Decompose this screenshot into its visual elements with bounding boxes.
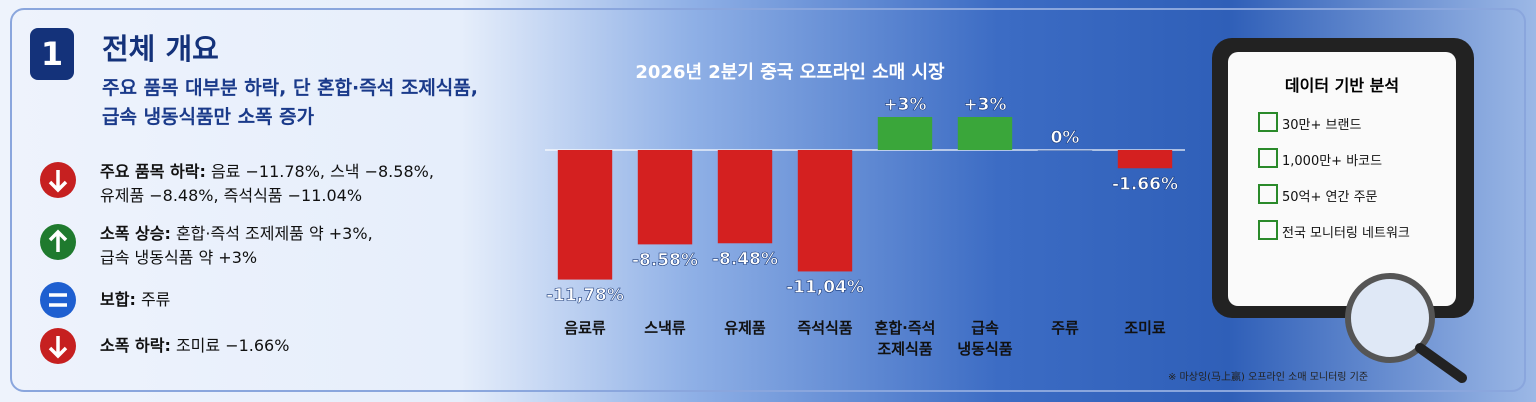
value-label: 0% bbox=[1051, 128, 1080, 148]
item-label: 소폭 하락: bbox=[100, 336, 171, 355]
footnote: ※ 마상잉(马上赢) 오프라인 소매 모니터링 기준 bbox=[1168, 372, 1369, 383]
summary-item: 소폭 하락: 조미료 −1.66% bbox=[100, 334, 520, 358]
value-label: -11,78% bbox=[546, 286, 624, 306]
bar bbox=[797, 150, 853, 272]
bar bbox=[1117, 150, 1173, 169]
value-label: +3% bbox=[883, 95, 926, 115]
value-label: +3% bbox=[963, 95, 1006, 115]
chart-title: 2026년 2분기 중국 오프라인 소매 시장 bbox=[635, 62, 945, 83]
item-text: 조미료 −1.66% bbox=[175, 336, 290, 355]
tablet-item: 전국 모니터링 네트워크 bbox=[1282, 226, 1410, 241]
x-tick-label: 혼합·즉석 조제식품 bbox=[874, 319, 936, 358]
summary-item: 보합: 주류 bbox=[100, 288, 520, 312]
x-tick-label: 스낵류 bbox=[644, 319, 686, 337]
panel-subtitle: 주요 품목 대부분 하락, 단 혼합·즉석 조제식품, 급속 냉동식품만 소폭 … bbox=[102, 77, 478, 128]
value-label: -8.58% bbox=[632, 250, 698, 270]
x-tick-label: 유제품 bbox=[724, 319, 766, 337]
tablet-item: 1,000만+ 바코드 bbox=[1282, 154, 1383, 169]
equal-icon bbox=[40, 282, 76, 318]
x-tick-label: 조미료 bbox=[1124, 319, 1166, 337]
bar bbox=[637, 150, 693, 245]
check-icon bbox=[1258, 148, 1278, 168]
item-label: 주요 품목 하락: bbox=[100, 162, 206, 181]
frame bbox=[10, 8, 1526, 392]
item-text: 음료 −11.78%, 스낵 −8.58%, 유제품 −8.48%, 즉석식품 … bbox=[100, 162, 434, 205]
section-number: 1 bbox=[30, 28, 74, 80]
x-tick-label: 음료류 bbox=[564, 319, 606, 337]
value-label: -8.48% bbox=[712, 249, 778, 269]
check-icon bbox=[1258, 220, 1278, 240]
bar bbox=[717, 150, 773, 244]
up-icon bbox=[40, 224, 76, 260]
tablet-item: 50억+ 연간 주문 bbox=[1282, 190, 1378, 205]
value-label: -11,04% bbox=[786, 277, 864, 297]
check-icon bbox=[1258, 112, 1278, 132]
item-label: 소폭 상승: bbox=[100, 224, 171, 243]
down-icon bbox=[40, 328, 76, 364]
check-icon bbox=[1258, 184, 1278, 204]
x-tick-label: 급속 냉동식품 bbox=[957, 319, 1013, 358]
value-label: -1.66% bbox=[1112, 174, 1178, 194]
tablet-screen bbox=[1228, 52, 1456, 306]
item-text: 혼합·즉석 조제제품 약 +3%, 급속 냉동식품 약 +3% bbox=[100, 224, 373, 267]
summary-item: 주요 품목 하락: 음료 −11.78%, 스낵 −8.58%, 유제품 −8.… bbox=[100, 160, 520, 208]
x-tick-label: 즉석식품 bbox=[797, 319, 853, 337]
panel-title: 전체 개요 bbox=[102, 32, 219, 66]
x-tick-label: 주류 bbox=[1051, 319, 1079, 337]
item-text: 주류 bbox=[140, 290, 171, 309]
bar bbox=[957, 117, 1013, 150]
tablet-title: 데이터 기반 분석 bbox=[1284, 76, 1400, 95]
bar bbox=[557, 150, 613, 280]
tablet-item: 30만+ 브랜드 bbox=[1282, 118, 1362, 133]
summary-item: 소폭 상승: 혼합·즉석 조제제품 약 +3%, 급속 냉동식품 약 +3% bbox=[100, 222, 520, 270]
bar bbox=[1037, 150, 1093, 151]
down-icon bbox=[40, 162, 76, 198]
item-label: 보합: bbox=[100, 290, 136, 309]
bar bbox=[877, 117, 933, 150]
